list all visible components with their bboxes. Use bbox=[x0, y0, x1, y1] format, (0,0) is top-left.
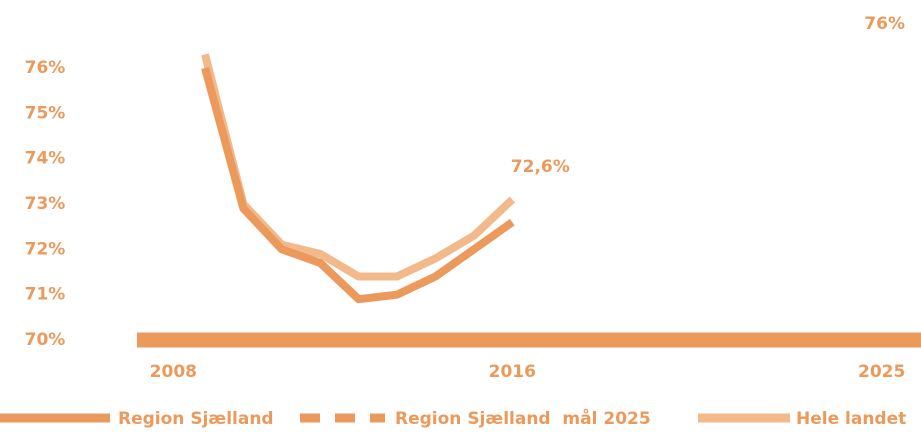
y-tick-label: 75% bbox=[25, 103, 66, 123]
legend-label: Region Sjælland bbox=[118, 409, 274, 429]
y-tick-label: 74% bbox=[25, 149, 66, 169]
y-tick-label: 72% bbox=[25, 239, 66, 259]
y-tick-label: 70% bbox=[25, 330, 66, 350]
line-series bbox=[201, 66, 515, 304]
x-tick-label: 2016 bbox=[489, 362, 536, 382]
y-tick-label: 71% bbox=[25, 285, 66, 305]
data-label: 76% bbox=[864, 14, 905, 34]
y-tick-label: 73% bbox=[25, 194, 66, 214]
x-tick-label: 2008 bbox=[150, 362, 197, 382]
x-tick-label: 2025 bbox=[858, 362, 905, 382]
data-label: 72,6% bbox=[511, 157, 570, 177]
legend-label: Hele landet bbox=[796, 409, 906, 429]
y-tick-label: 76% bbox=[25, 58, 66, 78]
legend-label: Region Sjælland mål 2025 bbox=[395, 407, 651, 429]
line-series bbox=[201, 53, 516, 281]
